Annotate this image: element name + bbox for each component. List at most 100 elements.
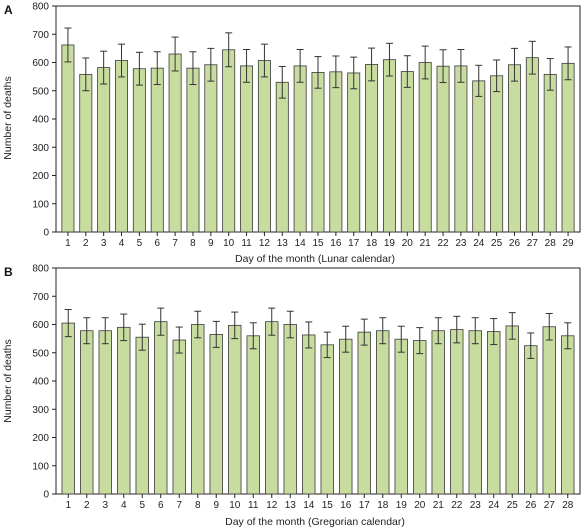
plot-frame-b xyxy=(55,267,581,495)
panel-a: A Number of deaths Day of the month (Lun… xyxy=(2,2,581,265)
bar-b-4 xyxy=(117,326,131,495)
bar-a-18 xyxy=(365,64,379,233)
y-axis-title-b: Number of deaths xyxy=(2,339,14,422)
y-axis-title-a: Number of deaths xyxy=(2,76,14,159)
bar-b-23 xyxy=(468,330,482,495)
x-tick-label-a-15: 15 xyxy=(312,238,324,249)
bar-b-27 xyxy=(542,326,556,495)
x-tick-label-a-17: 17 xyxy=(348,238,360,249)
bar-b-6 xyxy=(154,321,168,495)
y-tick-label-b: 100 xyxy=(32,461,49,472)
x-tick-label-b-12: 12 xyxy=(266,500,278,511)
x-axis-title-a: Day of the month (Lunar calendar) xyxy=(235,253,395,265)
x-tick-label-a-27: 27 xyxy=(527,238,539,249)
x-tick-label-a-26: 26 xyxy=(509,238,521,249)
bar-b-18 xyxy=(376,330,390,495)
x-tick-label-b-13: 13 xyxy=(285,500,297,511)
x-tick-label-a-9: 9 xyxy=(208,238,214,249)
x-tick-label-b-21: 21 xyxy=(433,500,445,511)
bar-b-8 xyxy=(191,324,205,495)
x-tick-label-b-27: 27 xyxy=(544,500,556,511)
bar-a-6 xyxy=(150,67,164,233)
x-tick-label-a-29: 29 xyxy=(563,238,575,249)
x-axis-title-b: Day of the month (Gregorian calendar) xyxy=(225,516,405,527)
bar-b-28 xyxy=(561,335,575,495)
bar-b-21 xyxy=(431,330,445,495)
x-tick-label-b-17: 17 xyxy=(359,500,371,511)
y-tick-label-b: 600 xyxy=(32,320,49,331)
bar-b-7 xyxy=(172,339,186,495)
bar-a-16 xyxy=(329,71,343,233)
bar-b-26 xyxy=(524,345,538,495)
y-tick-label-a: 400 xyxy=(32,115,49,126)
bar-b-13 xyxy=(283,324,297,495)
x-tick-label-b-24: 24 xyxy=(488,500,500,511)
x-tick-label-b-11: 11 xyxy=(248,500,259,511)
y-tick-label-a: 500 xyxy=(32,86,49,97)
x-tick-label-a-12: 12 xyxy=(259,238,271,249)
bar-a-20 xyxy=(400,71,414,233)
bar-a-5 xyxy=(132,68,146,233)
y-tick-label-b: 400 xyxy=(32,377,49,388)
x-tick-label-a-11: 11 xyxy=(241,238,252,249)
y-tick-label-b: 200 xyxy=(32,433,49,444)
bar-a-8 xyxy=(186,67,200,233)
bar-a-1 xyxy=(61,44,75,233)
x-tick-label-a-10: 10 xyxy=(223,238,235,249)
y-tick-label-a: 800 xyxy=(32,2,49,13)
bar-b-1 xyxy=(61,322,75,495)
bar-b-11 xyxy=(246,335,260,495)
bar-a-2 xyxy=(79,73,93,233)
bar-b-3 xyxy=(98,330,112,495)
y-tick-label-b: 0 xyxy=(43,490,49,501)
bar-a-13 xyxy=(275,81,289,233)
bar-b-17 xyxy=(357,331,371,495)
bar-b-15 xyxy=(320,344,334,495)
x-tick-label-a-19: 19 xyxy=(384,238,396,249)
bar-a-27 xyxy=(525,57,539,233)
x-tick-label-a-22: 22 xyxy=(437,238,449,249)
bar-a-28 xyxy=(543,73,557,233)
x-tick-label-a-24: 24 xyxy=(473,238,485,249)
bar-b-5 xyxy=(135,336,149,495)
x-tick-label-b-19: 19 xyxy=(396,500,408,511)
bar-a-11 xyxy=(240,65,254,233)
x-tick-label-a-6: 6 xyxy=(154,238,160,249)
bar-b-25 xyxy=(505,325,519,495)
y-tick-label-a: 600 xyxy=(32,58,49,69)
x-tick-label-a-21: 21 xyxy=(420,238,432,249)
x-tick-label-a-3: 3 xyxy=(101,238,107,249)
x-tick-label-a-2: 2 xyxy=(83,238,89,249)
x-tick-label-a-28: 28 xyxy=(545,238,557,249)
bar-b-12 xyxy=(265,321,279,495)
x-tick-label-a-18: 18 xyxy=(366,238,378,249)
bar-a-3 xyxy=(97,67,111,233)
bar-b-10 xyxy=(228,324,242,495)
x-tick-label-b-2: 2 xyxy=(84,500,90,511)
x-tick-label-b-3: 3 xyxy=(102,500,108,511)
bar-a-9 xyxy=(204,64,218,233)
y-tick-label-b: 500 xyxy=(32,348,49,359)
x-tick-label-b-15: 15 xyxy=(322,500,334,511)
x-tick-label-b-9: 9 xyxy=(213,500,219,511)
x-tick-label-b-5: 5 xyxy=(139,500,145,511)
x-tick-label-b-18: 18 xyxy=(377,500,389,511)
x-tick-label-b-7: 7 xyxy=(176,500,182,511)
bar-a-29 xyxy=(561,62,575,233)
x-tick-label-b-1: 1 xyxy=(65,500,71,511)
x-tick-label-a-5: 5 xyxy=(137,238,143,249)
x-tick-label-b-8: 8 xyxy=(195,500,201,511)
bar-b-2 xyxy=(80,330,94,495)
x-tick-label-b-14: 14 xyxy=(303,500,315,511)
bar-a-12 xyxy=(257,60,271,233)
panel-b: B Number of deaths Day of the month (Gre… xyxy=(2,264,581,527)
x-tick-label-b-23: 23 xyxy=(470,500,482,511)
y-tick-label-b: 800 xyxy=(32,264,49,275)
bar-a-4 xyxy=(115,60,128,233)
bar-a-22 xyxy=(436,65,450,233)
x-tick-label-b-4: 4 xyxy=(121,500,127,511)
y-tick-label-b: 300 xyxy=(32,405,49,416)
y-tick-label-b: 700 xyxy=(32,292,49,303)
